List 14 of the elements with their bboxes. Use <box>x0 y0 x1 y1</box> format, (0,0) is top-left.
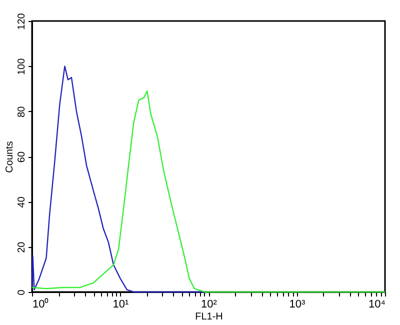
y-tick-label: 100 <box>16 58 28 76</box>
y-axis-title: Counts <box>4 141 16 173</box>
y-tick-label: 40 <box>16 196 28 208</box>
x-tick-label: 10⁴ <box>368 298 386 310</box>
x-tick-label: 10² <box>201 298 218 310</box>
x-tick-label: 10³ <box>289 298 306 310</box>
y-tick-label: 0 <box>16 289 28 296</box>
x-tick-label: 10⁰ <box>32 298 49 310</box>
x-axis-title: FL1-H <box>195 312 223 322</box>
y-tick-label: 20 <box>16 241 28 253</box>
x-tick-label: 10¹ <box>112 298 130 310</box>
y-tick-label: 120 <box>16 12 28 30</box>
y-tick-label: 80 <box>16 106 28 118</box>
y-tick-label: 60 <box>16 151 28 163</box>
